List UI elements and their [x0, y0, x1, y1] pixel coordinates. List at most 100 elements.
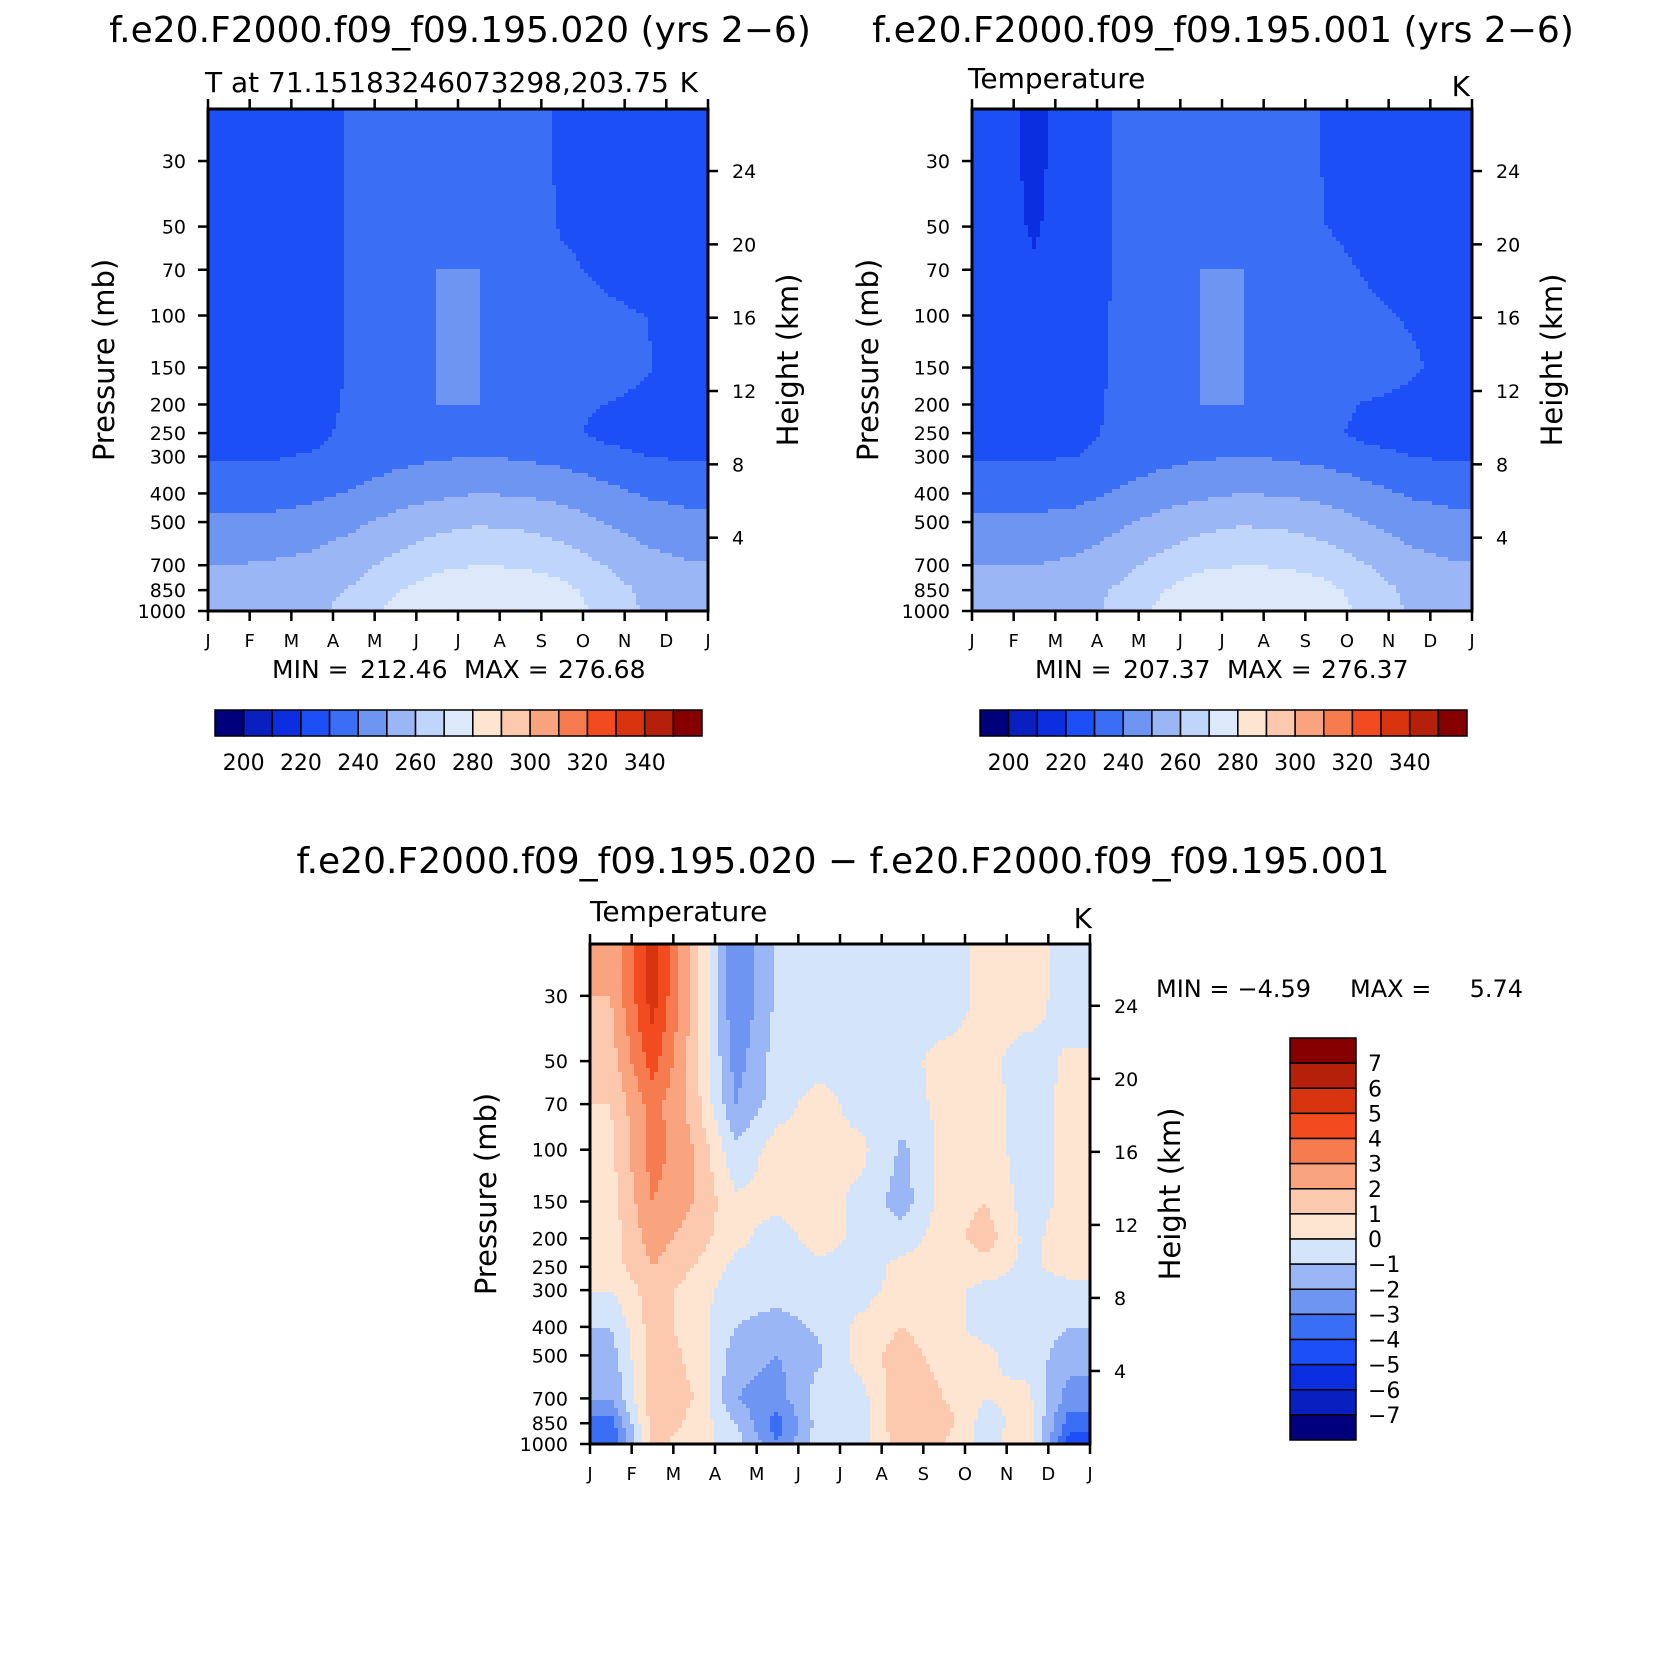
panel-a-contour-cell [632, 129, 637, 134]
panel-a-contour-cell [456, 197, 461, 202]
panel-a-contour-cell [596, 217, 601, 222]
panel-a-contour-cell [380, 193, 385, 198]
panel-a-contour-cell [388, 253, 393, 258]
panel-a-contour-cell [236, 237, 241, 242]
panel-a-contour-cell [548, 245, 553, 250]
panel-a-contour-cell [372, 237, 377, 242]
panel-a-contour-cell [580, 173, 585, 178]
panel-a-contour-cell [352, 249, 357, 254]
panel-a-contour-cell [232, 201, 237, 206]
panel-a-contour-cell [236, 205, 241, 210]
panel-a-contour-cell [228, 129, 233, 134]
panel-a-contour-cell [396, 165, 401, 170]
panel-a-contour-cell [344, 181, 349, 186]
panel-a-contour-cell [468, 189, 473, 194]
panel-a-contour-cell [636, 153, 641, 158]
panel-a-contour-cell [436, 149, 441, 154]
panel-a-contour-cell [536, 109, 541, 114]
panel-a-contour-cell [388, 209, 393, 214]
panel-a-contour-cell [352, 113, 357, 118]
panel-a-contour-cell [468, 237, 473, 242]
panel-a-plot: J F M A M J J A S O N D J305070100150200250300400500… [87, 99, 805, 652]
panel-a-contour-cell [316, 189, 321, 194]
panel-a-contour-cell [560, 213, 565, 218]
panel-a-contour-cell [296, 161, 301, 166]
panel-a-contour-cell [428, 189, 433, 194]
panel-a-contour-cell [476, 205, 481, 210]
panel-a-contour-cell [700, 109, 705, 114]
panel-a-contour-cell [568, 113, 573, 118]
panel-a-contour-cell [552, 229, 557, 234]
panel-a-contour-cell [420, 161, 425, 166]
panel-a-contour-cell [560, 205, 565, 210]
panel-a-contour-cell [580, 153, 585, 158]
panel-a-contour-cell [308, 205, 313, 210]
panel-a-contour-cell [488, 141, 493, 146]
panel-a-contour-cell [620, 161, 625, 166]
panel-a-contour-cell [220, 197, 225, 202]
panel-a-contour-cell [400, 185, 405, 190]
panel-a-contour-cell [316, 197, 321, 202]
panel-a-contour-cell [288, 141, 293, 146]
panel-a-contour-cell [252, 133, 257, 138]
panel-a-contour-cell [408, 233, 413, 238]
panel-a-contour-cell [636, 189, 641, 194]
panel-a-contour-cell [424, 141, 429, 146]
panel-a-contour-cell [676, 237, 681, 242]
panel-a-contour-cell [620, 149, 625, 154]
panel-a-contour-cell [352, 185, 357, 190]
panel-a-contour-cell [608, 193, 613, 198]
panel-a-contour-cell [352, 165, 357, 170]
panel-a-contour-cell [344, 133, 349, 138]
panel-a-contour-cell [336, 117, 341, 122]
panel-a-contour-cell [396, 181, 401, 186]
panel-a-contour-cell [224, 229, 229, 234]
panel-a-contour-cell [396, 125, 401, 130]
panel-a-contour-cell [556, 229, 561, 234]
panel-a-contour-cell [484, 241, 489, 246]
panel-a-contour-cell [404, 121, 409, 126]
panel-a-contour-cell [648, 169, 653, 174]
panel-a-contour-cell [260, 177, 265, 182]
panel-a-contour-cell [480, 193, 485, 198]
panel-a-contour-cell [228, 169, 233, 174]
panel-a-contour-cell [348, 249, 353, 254]
panel-a-contour-cell [580, 117, 585, 122]
panel-a-contour-cell [348, 133, 353, 138]
panel-a-contour-cell [272, 225, 277, 230]
panel-a-contour-cell [648, 133, 653, 138]
panel-a-contour-cell [244, 261, 249, 266]
panel-a-contour-cell [316, 233, 321, 238]
panel-a-contour-cell [324, 141, 329, 146]
panel-a-contour-cell [520, 145, 525, 150]
panel-a-contour-cell [276, 233, 281, 238]
panel-a-contour-cell [568, 193, 573, 198]
panel-a-contour-cell [252, 141, 257, 146]
panel-a-contour-cell [448, 265, 453, 270]
panel-a-contour-cell [580, 205, 585, 210]
panel-a-contour-cell [424, 109, 429, 114]
panel-a-contour-cell [224, 189, 229, 194]
panel-a-contour-cell [456, 109, 461, 114]
panel-a-contour-cell [560, 177, 565, 182]
panel-a-contour-cell [404, 153, 409, 158]
panel-a-contour-cell [644, 141, 649, 146]
panel-a-contour-cell [360, 205, 365, 210]
panel-a-contour-cell [616, 189, 621, 194]
panel-a-contour-cell [688, 177, 693, 182]
panel-a-contour-cell [256, 205, 261, 210]
panel-a-contour-cell [348, 197, 353, 202]
panel-a-contour-cell [464, 197, 469, 202]
panel-a-contour-cell [384, 137, 389, 142]
panel-a-contour-cell [292, 169, 297, 174]
panel-a-contour-cell [584, 241, 589, 246]
panel-a-contour-cell [524, 261, 529, 266]
panel-a-contour-cell [652, 197, 657, 202]
panel-a-contour-cell [616, 193, 621, 198]
panel-a-contour-cell [232, 181, 237, 186]
panel-a-contour-cell [440, 229, 445, 234]
panel-a-contour-cell [568, 121, 573, 126]
panel-a-contour-cell [552, 245, 557, 250]
panel-a-contour-cell [472, 185, 477, 190]
panel-a-contour-cell [612, 237, 617, 242]
